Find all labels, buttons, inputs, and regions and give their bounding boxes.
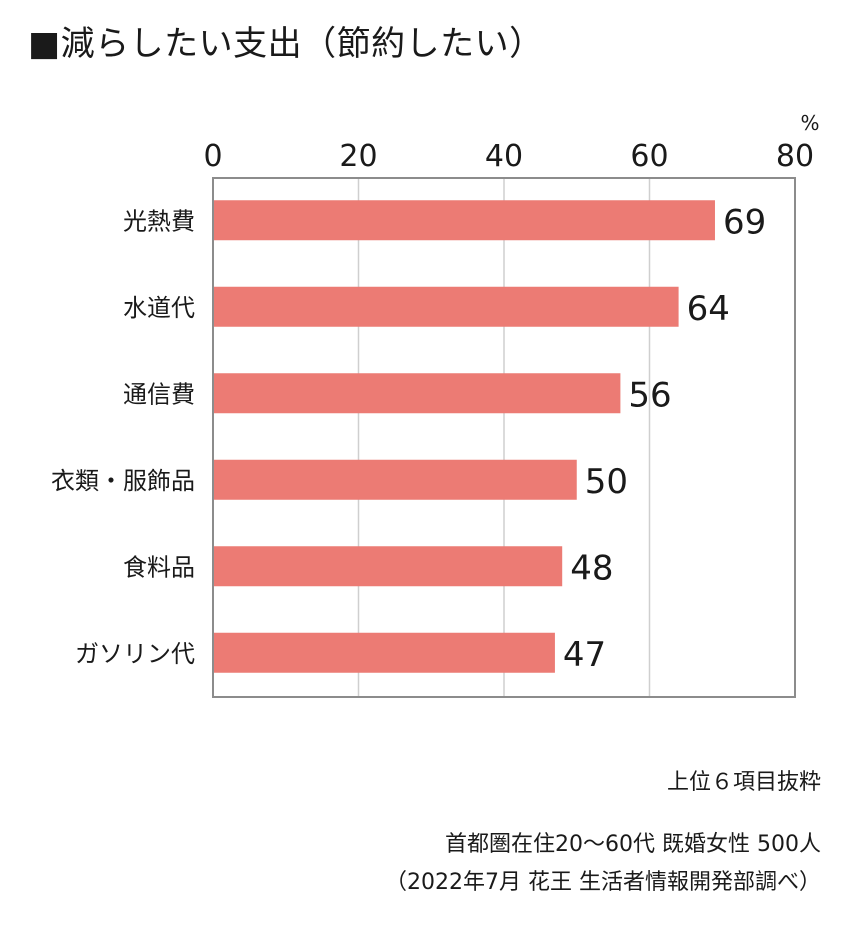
- bar: [214, 459, 577, 500]
- x-tick-label: 0: [203, 139, 222, 174]
- x-tick-label: 80: [776, 139, 814, 174]
- x-tick-label: 20: [339, 139, 377, 174]
- bar: [214, 200, 715, 241]
- plot-frame: [212, 177, 796, 698]
- category-label: 衣類・服飾品: [51, 467, 195, 495]
- category-label: 光熱費: [123, 207, 195, 235]
- value-label: 50: [585, 462, 628, 502]
- note-top-items: 上位６項目抜粋: [666, 770, 821, 795]
- value-label: 47: [563, 635, 606, 675]
- category-label: ガソリン代: [75, 640, 195, 668]
- category-label: 水道代: [123, 294, 195, 322]
- x-tick-label: 60: [630, 139, 668, 174]
- category-label: 通信費: [123, 380, 195, 408]
- note-sample: 首都圏在住20〜60代 既婚女性 500人: [445, 832, 821, 857]
- bars: [214, 200, 715, 673]
- labels: 0 20 40 60 80% 光熱費 69 水道代 64 通信費 56 衣類・服飾品 50 食料品 48 ガソ…: [51, 111, 820, 675]
- grid-lines: [357, 178, 651, 697]
- value-label: 64: [687, 289, 730, 329]
- x-tick-label: 40: [485, 139, 523, 174]
- value-label: 56: [628, 375, 671, 415]
- unit-label: %: [800, 111, 819, 135]
- value-label: 48: [570, 548, 613, 588]
- category-label: 食料品: [123, 553, 195, 581]
- bar: [214, 546, 563, 587]
- bar: [214, 286, 679, 327]
- chart-title: ■減らしたい支出（節約したい）: [28, 24, 544, 64]
- bar-chart: 0 20 40 60 80% 光熱費 69 水道代 64 通信費 56 衣類・服飾品 50 食料品 48 ガソ…: [51, 111, 820, 698]
- bar: [214, 632, 555, 673]
- value-label: 69: [723, 202, 766, 242]
- note-source: （2022年7月 花王 生活者情報開発部調べ）: [385, 870, 821, 895]
- bar: [214, 373, 621, 414]
